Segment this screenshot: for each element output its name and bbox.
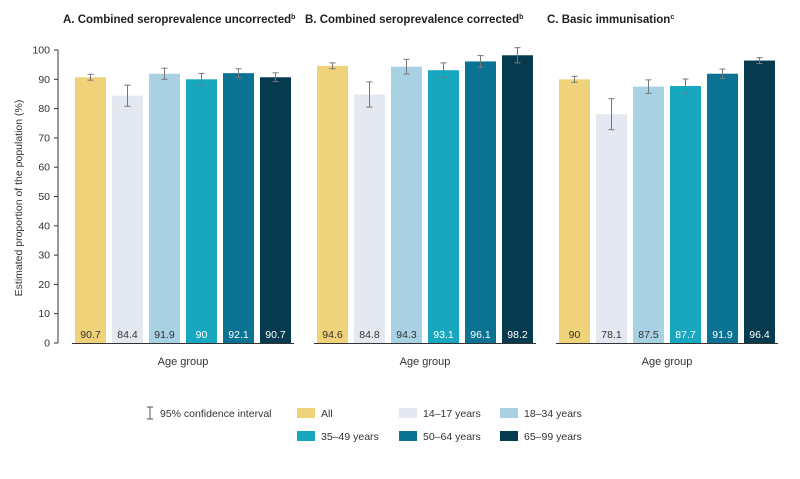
panel-a: A. Combined seroprevalence uncorrectedb 9… [63, 14, 295, 368]
bar [633, 86, 664, 343]
x-axis-title: Age group [158, 356, 209, 368]
legend-swatch [399, 408, 417, 418]
y-tick-label: 40 [38, 220, 50, 232]
legend-label: All [321, 408, 333, 420]
bar [670, 86, 701, 343]
legend-item: 50–64 years [399, 431, 481, 443]
bar [502, 55, 533, 344]
bar [223, 73, 254, 343]
bar [149, 73, 180, 343]
y-tick-label: 0 [44, 338, 50, 350]
panel-title: A. Combined seroprevalence uncorrectedb [63, 14, 295, 26]
panel-title-superscript: c [670, 14, 674, 21]
legend-label: 50–64 years [423, 431, 481, 443]
data-label: 96.1 [470, 329, 491, 341]
bar [428, 70, 459, 343]
bar [186, 79, 217, 344]
data-label: 87.7 [675, 329, 696, 341]
data-label: 98.2 [507, 329, 528, 341]
data-label: 84.8 [359, 329, 380, 341]
legend-item: 35–49 years [297, 431, 379, 443]
data-label: 96.4 [749, 329, 770, 341]
data-label: 92.1 [228, 329, 249, 341]
data-label: 94.3 [396, 329, 417, 341]
bar [559, 79, 590, 344]
y-tick-label: 90 [38, 74, 50, 86]
bar [744, 60, 775, 343]
data-label: 94.6 [322, 329, 343, 341]
panel-title-superscript: b [291, 14, 295, 21]
data-label: 90.7 [80, 329, 101, 341]
y-axis: 0 10 20 30 40 50 60 70 80 90 100 Estimated proporti… [13, 45, 59, 350]
legend-swatch [297, 431, 315, 441]
legend-swatch [297, 408, 315, 418]
y-axis-title: Estimated proportion of the population (… [13, 100, 25, 297]
data-label: 78.1 [601, 329, 622, 341]
legend-item: 65–99 years [500, 431, 582, 443]
legend-label: 14–17 years [423, 408, 481, 420]
panel-title-text: B. Combined seroprevalence corrected [305, 14, 519, 26]
data-label: 90 [569, 329, 581, 341]
bar [596, 114, 627, 344]
data-label: 91.9 [712, 329, 733, 341]
bar [260, 77, 291, 344]
chart-panels: A. Combined seroprevalence uncorrectedb9… [63, 14, 778, 368]
panel-title-text: C. Basic immunisation [547, 14, 670, 26]
panel-title: C. Basic immunisationc [547, 14, 674, 26]
legend-item: 18–34 years [500, 408, 582, 420]
legend-ci: 95% confidence interval [147, 406, 272, 420]
legend-label: 65–99 years [524, 431, 582, 443]
bar [112, 95, 143, 343]
data-label: 93.1 [433, 329, 454, 341]
legend-swatch [500, 431, 518, 441]
y-tick-label: 80 [38, 103, 50, 115]
legend-item: All [297, 408, 333, 420]
legend-label: 18–34 years [524, 408, 582, 420]
y-tick-label: 60 [38, 162, 50, 174]
data-label: 84.4 [117, 329, 138, 341]
bar [707, 73, 738, 343]
data-label: 90.7 [265, 329, 286, 341]
y-tick-label: 70 [38, 132, 50, 144]
panel-b: B. Combined seroprevalence correctedb 94.… [305, 14, 536, 368]
x-axis-title: Age group [642, 356, 693, 368]
panel-c: C. Basic immunisationc 90 78.1 87.5 87.7 91.9… [547, 14, 778, 368]
panel-title: B. Combined seroprevalence correctedb [305, 14, 523, 26]
data-label: 87.5 [638, 329, 659, 341]
bar [317, 65, 348, 344]
data-label: 90 [196, 329, 208, 341]
bar [465, 61, 496, 343]
legend-swatch [500, 408, 518, 418]
y-tick-label: 100 [32, 45, 50, 57]
y-tick-label: 50 [38, 191, 50, 203]
ci-legend-label: 95% confidence interval [160, 408, 272, 420]
x-axis-title: Age group [400, 356, 451, 368]
bar [75, 77, 106, 344]
legend-label: 35–49 years [321, 431, 379, 443]
panel-title-superscript: b [519, 14, 523, 21]
panel-title-text: A. Combined seroprevalence uncorrected [63, 14, 291, 26]
y-tick-label: 20 [38, 279, 50, 291]
data-label: 91.9 [154, 329, 175, 341]
legend: 95% confidence interval All 14–17 years 18–… [147, 406, 582, 443]
y-tick-label: 30 [38, 250, 50, 262]
y-tick-label: 10 [38, 308, 50, 320]
legend-swatch [399, 431, 417, 441]
bar [391, 66, 422, 344]
bar [354, 94, 385, 343]
legend-item: 14–17 years [399, 408, 481, 420]
